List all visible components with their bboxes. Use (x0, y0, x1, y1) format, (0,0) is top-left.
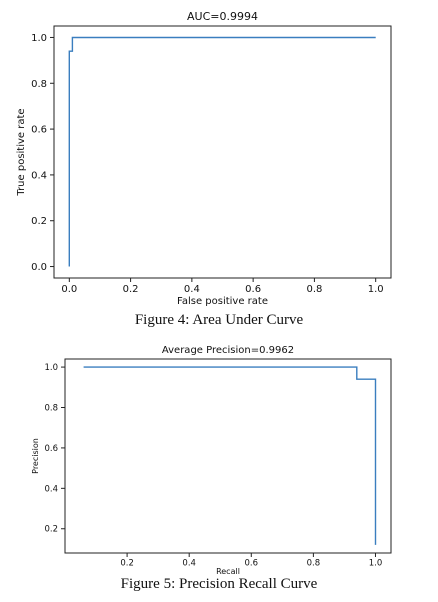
x-tick-label: 0.0 (61, 284, 77, 295)
series-line (68, 36, 376, 267)
y-tick-label: 0.2 (44, 525, 58, 535)
x-tick-label: 0.6 (245, 284, 261, 295)
x-tick-label: 0.6 (245, 559, 259, 569)
x-tick-label: 0.4 (184, 284, 200, 295)
plot-frame (53, 25, 392, 279)
x-tick-label: 0.8 (307, 559, 321, 569)
y-tick-label: 1.0 (31, 33, 47, 44)
chart-title: AUC=0.9994 (187, 10, 258, 23)
x-axis-label: False positive rate (177, 296, 268, 307)
x-tick-label: 0.2 (120, 559, 134, 569)
x-tick-label: 0.8 (306, 284, 322, 295)
y-tick-label: 0.6 (44, 444, 58, 454)
figure-4-caption: Figure 4: Area Under Curve (134, 312, 304, 328)
x-axis-label: Recall (216, 567, 240, 576)
x-tick-label: 0.2 (123, 284, 139, 295)
y-tick-label: 1.0 (44, 363, 58, 373)
roc-figure: AUC=0.9994 0.0 0.2 0.4 0.6 0.8 1.0 0.0 0.2 0.4 0.6… (16, 10, 392, 307)
y-tick-label: 0.4 (31, 170, 47, 181)
roc-chart: AUC=0.9994 0.0 0.2 0.4 0.6 0.8 1.0 0.0 0.2 0.4 0.6… (16, 10, 392, 307)
y-axis-label: Precision (31, 438, 40, 474)
y-tick-label: 0.8 (44, 403, 58, 413)
pr-figure: Average Precision=0.9962 0.2 0.4 0.6 0.8 1.0 0… (0, 342, 438, 576)
y-tick-label: 0.2 (31, 216, 47, 227)
series-line (83, 366, 377, 545)
figure-5-caption: Figure 5: Precision Recall Curve (120, 576, 318, 592)
plot-frame (64, 358, 392, 554)
y-tick-label: 0.6 (31, 125, 47, 136)
y-tick-label: 0.8 (31, 79, 47, 90)
pr-chart: Average Precision=0.9962 0.2 0.4 0.6 0.8 1.0 0… (31, 345, 392, 576)
y-tick-label: 0.4 (44, 484, 58, 494)
y-tick-label: 0.0 (31, 262, 47, 273)
chart-title: Average Precision=0.9962 (162, 345, 294, 356)
x-tick-label: 0.4 (182, 559, 196, 569)
x-tick-label: 1.0 (368, 284, 384, 295)
x-tick-label: 1.0 (369, 559, 383, 569)
y-axis-label: True positive rate (16, 108, 27, 196)
